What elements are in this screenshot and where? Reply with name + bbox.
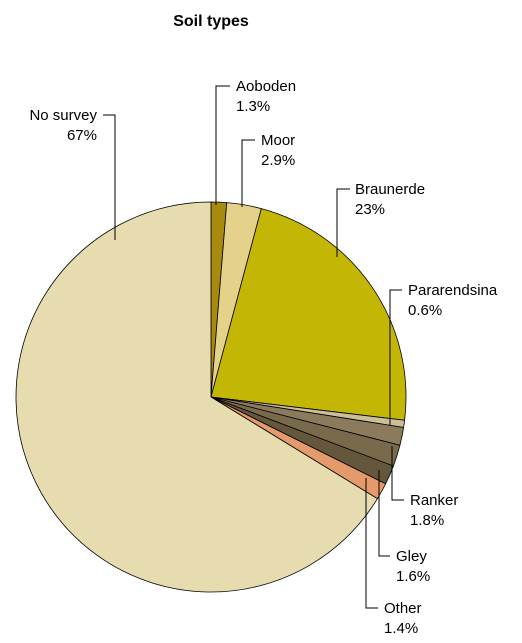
label-group-gley: Gley 1.6% — [378, 470, 430, 585]
slice-label-ranker: Ranker — [410, 492, 458, 509]
slice-label-pararendsina: Pararendsina — [408, 282, 498, 299]
slice-label-aoboden: Aoboden — [236, 78, 296, 95]
label-group-no-survey: No survey 67% — [29, 107, 116, 240]
slice-value-aoboden: 1.3% — [236, 98, 270, 115]
slice-value-gley: 1.6% — [396, 568, 430, 585]
pie-slices — [15, 201, 407, 593]
leader-line-gley — [378, 470, 390, 557]
leader-line-other — [365, 478, 378, 609]
slice-value-ranker: 1.8% — [410, 512, 444, 529]
slice-value-no-survey: 67% — [67, 127, 97, 144]
label-group-pararendsina: Pararendsina 0.6% — [389, 282, 498, 425]
leader-line-pararendsina — [389, 289, 402, 425]
label-group-other: Other 1.4% — [365, 478, 422, 637]
chart-title: Soil types — [173, 13, 249, 30]
slice-value-other: 1.4% — [384, 620, 418, 637]
label-group-moor: Moor 2.9% — [241, 132, 295, 207]
slice-label-other: Other — [384, 600, 422, 617]
slice-value-pararendsina: 0.6% — [408, 302, 442, 319]
leader-line-moor — [241, 139, 255, 207]
label-group-ranker: Ranker 1.8% — [391, 446, 458, 529]
slice-label-moor: Moor — [261, 132, 295, 149]
slice-value-braunerde: 23% — [355, 201, 385, 218]
leader-line-ranker — [391, 446, 404, 501]
slice-label-braunerde: Braunerde — [355, 181, 425, 198]
leader-line-no-survey — [103, 114, 116, 240]
pie-slice-no-survey — [15, 201, 378, 593]
leader-line-braunerde — [336, 188, 350, 257]
label-group-aoboden: Aoboden 1.3% — [215, 78, 296, 205]
slice-label-no-survey: No survey — [29, 107, 97, 124]
label-group-braunerde: Braunerde 23% — [336, 181, 425, 257]
slice-label-gley: Gley — [396, 548, 427, 565]
leader-line-aoboden — [215, 85, 230, 205]
slice-value-moor: 2.9% — [261, 152, 295, 169]
pie-slice-braunerde — [210, 208, 407, 421]
